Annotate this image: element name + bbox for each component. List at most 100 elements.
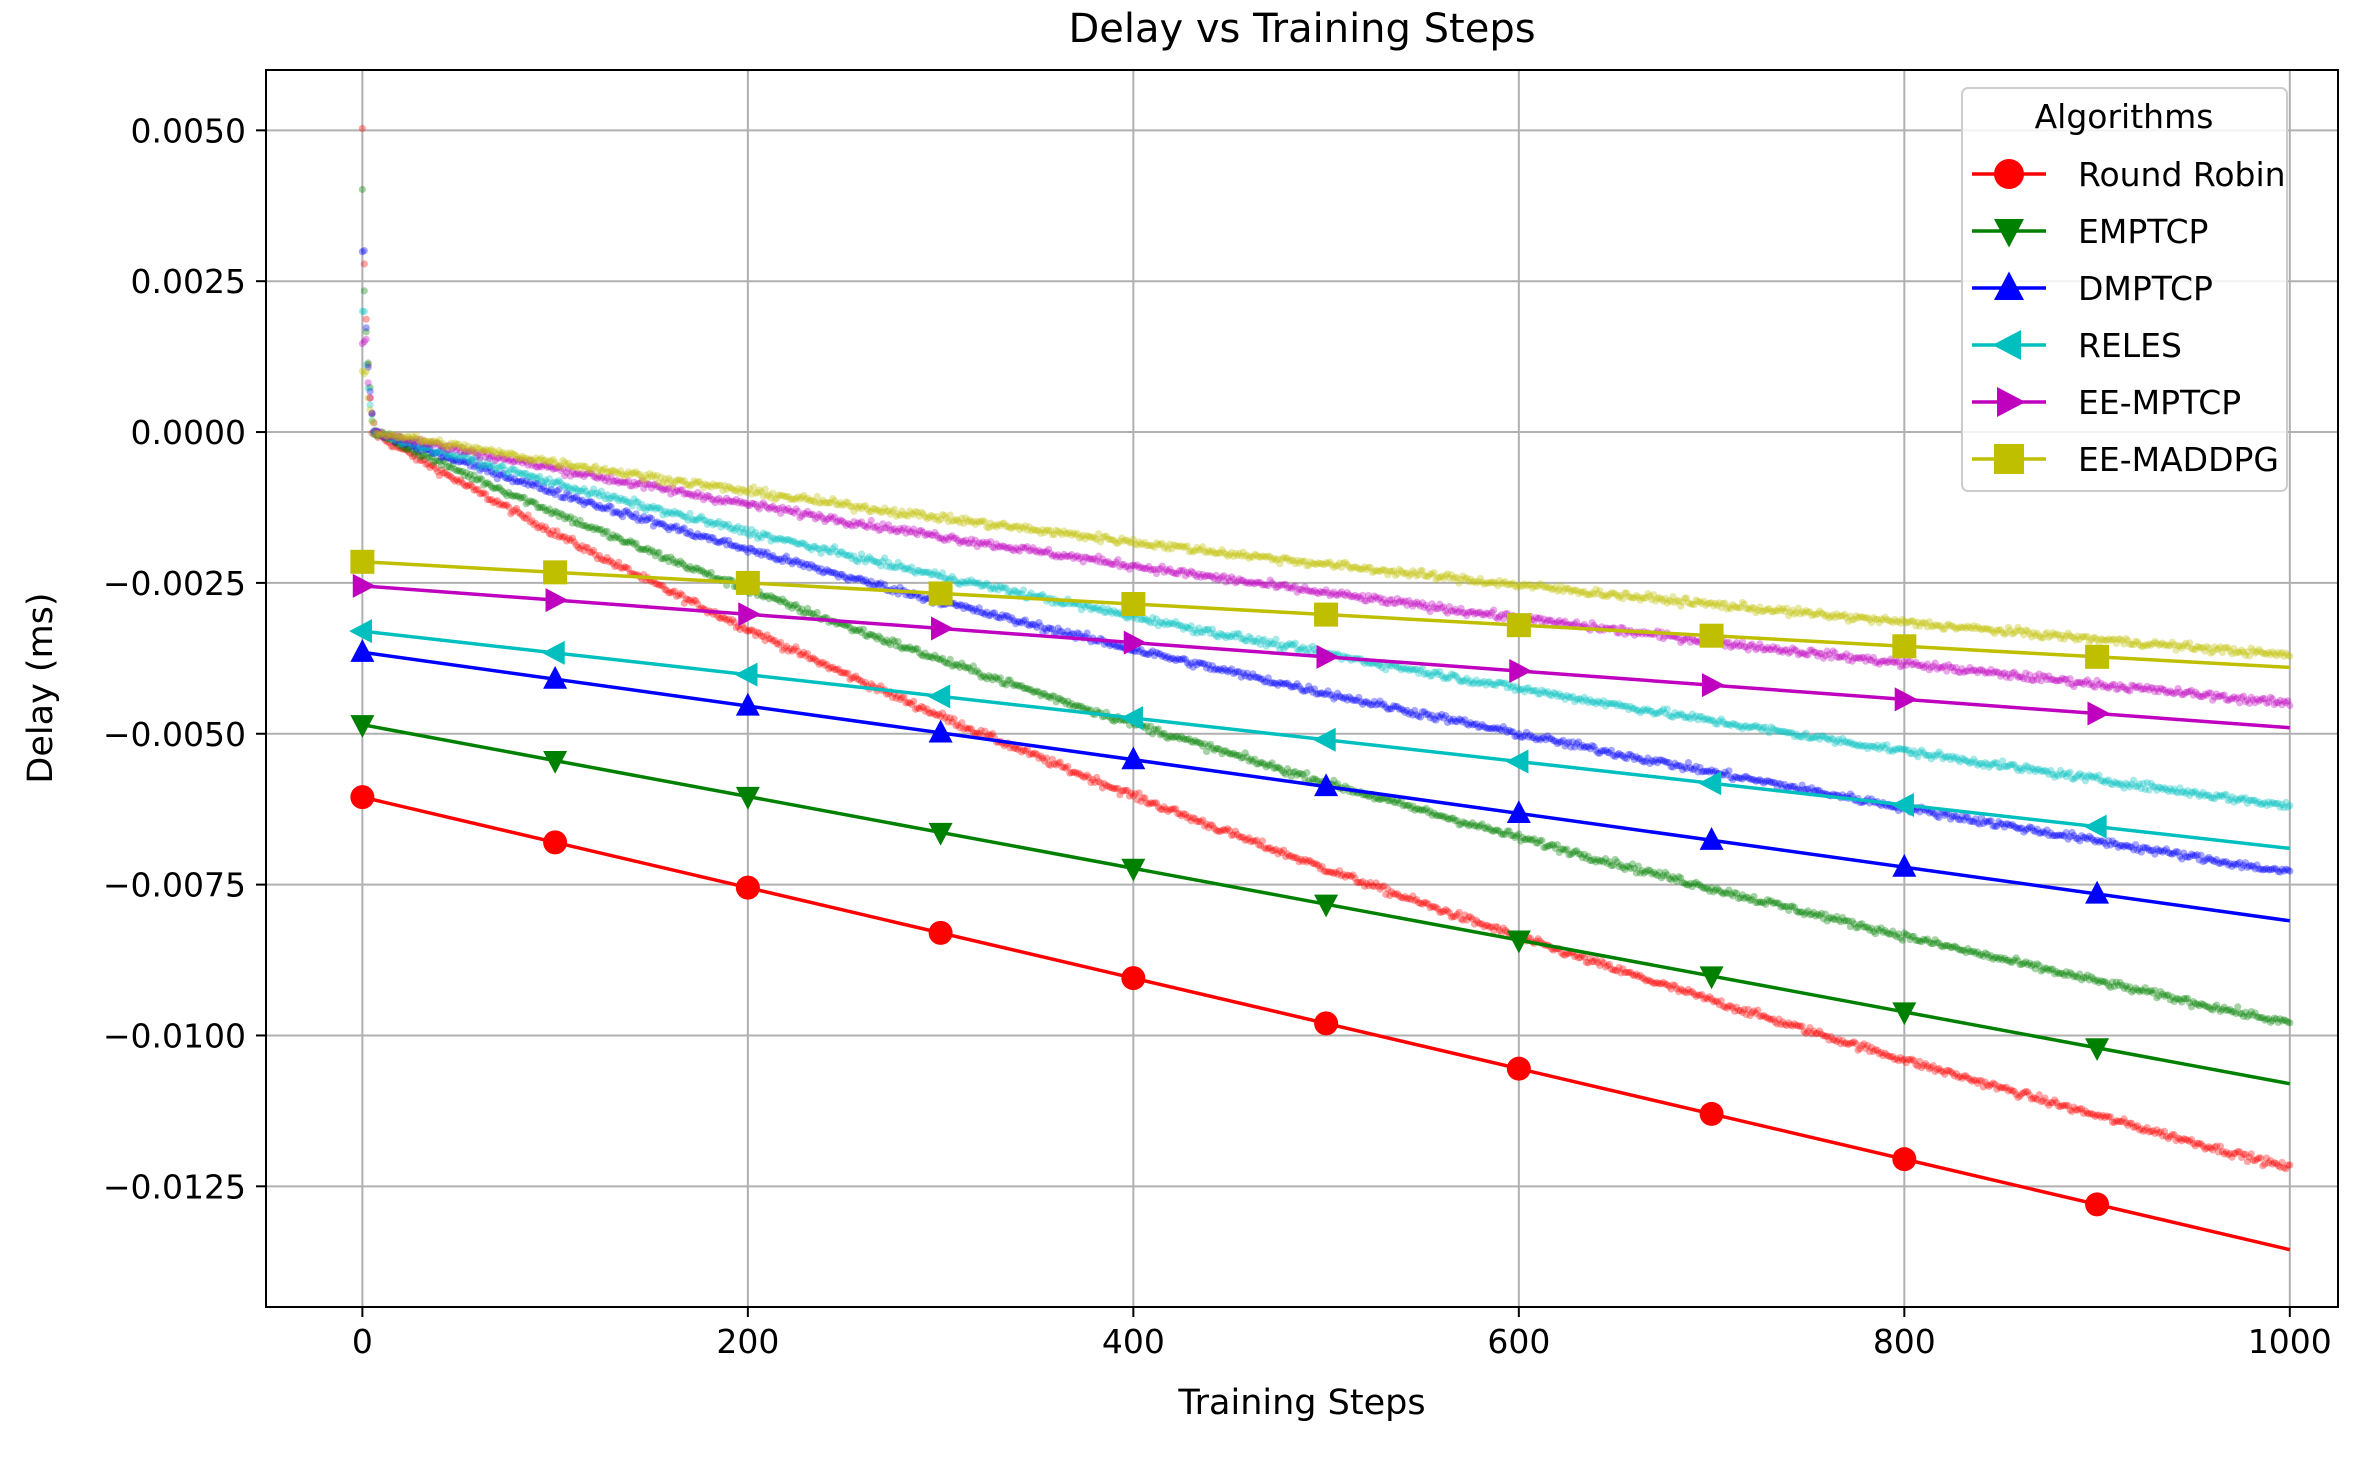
raw-point xyxy=(925,709,933,717)
raw-point xyxy=(1204,824,1213,832)
raw-point xyxy=(1696,991,1704,999)
raw-point xyxy=(1675,988,1683,996)
raw-point xyxy=(1638,974,1646,982)
raw-point xyxy=(362,324,370,332)
raw-point xyxy=(1179,810,1188,818)
raw-point xyxy=(1303,858,1311,866)
raw-point xyxy=(1723,1004,1731,1012)
raw-point xyxy=(800,648,808,656)
raw-point xyxy=(1623,968,1631,977)
raw-point xyxy=(969,729,977,737)
raw-point xyxy=(694,600,702,608)
raw-point xyxy=(1355,879,1363,887)
raw-point xyxy=(977,726,985,734)
raw-point xyxy=(528,516,536,525)
raw-point xyxy=(358,185,366,194)
raw-point xyxy=(647,578,656,586)
raw-point xyxy=(1380,882,1388,890)
raw-point xyxy=(443,471,451,479)
raw-point xyxy=(624,565,632,573)
raw-point xyxy=(1073,770,1082,778)
raw-point xyxy=(460,481,469,489)
raw-point xyxy=(684,595,692,604)
raw-point xyxy=(1328,868,1336,877)
raw-point xyxy=(906,699,914,707)
raw-point xyxy=(911,705,920,713)
raw-point xyxy=(518,512,526,520)
raw-point xyxy=(609,559,617,567)
raw-point xyxy=(1465,913,1473,921)
raw-point xyxy=(1147,799,1155,807)
raw-point xyxy=(780,644,789,652)
raw-point xyxy=(1499,924,1508,932)
raw-point xyxy=(514,508,523,517)
raw-point xyxy=(414,450,422,458)
raw-point xyxy=(422,460,430,468)
raw-point xyxy=(389,443,397,451)
raw-point xyxy=(1422,899,1430,907)
raw-point xyxy=(1752,1009,1760,1017)
raw-point xyxy=(1457,915,1465,923)
raw-point xyxy=(495,501,503,509)
raw-point xyxy=(522,514,530,522)
raw-point xyxy=(950,715,958,723)
raw-point xyxy=(1659,978,1667,986)
raw-point xyxy=(487,495,496,504)
raw-point xyxy=(547,530,555,539)
raw-point xyxy=(782,642,791,650)
raw-point xyxy=(1673,985,1681,993)
raw-point xyxy=(1490,927,1498,935)
raw-point xyxy=(1324,868,1332,876)
raw-point xyxy=(672,592,681,600)
raw-point xyxy=(1210,824,1218,832)
raw-point xyxy=(1711,997,1720,1005)
raw-point xyxy=(1122,786,1130,795)
raw-point xyxy=(761,636,769,645)
raw-point xyxy=(1239,833,1247,841)
raw-point xyxy=(1083,771,1091,779)
raw-point xyxy=(1680,988,1689,996)
raw-point xyxy=(1760,1011,1768,1020)
raw-point xyxy=(588,548,596,556)
raw-point xyxy=(1102,782,1110,790)
raw-point xyxy=(455,478,463,486)
raw-point xyxy=(1191,815,1199,823)
raw-point xyxy=(403,446,411,454)
raw-point xyxy=(1014,745,1022,753)
raw-point xyxy=(445,472,453,480)
raw-point xyxy=(942,713,950,721)
raw-point xyxy=(1715,1001,1723,1009)
raw-point xyxy=(1492,922,1500,931)
raw-point xyxy=(786,645,794,653)
raw-point xyxy=(1297,855,1305,864)
raw-point xyxy=(1600,959,1608,967)
raw-point xyxy=(1335,867,1344,875)
raw-point xyxy=(1291,853,1299,861)
raw-point xyxy=(1628,971,1637,979)
raw-point xyxy=(1584,959,1592,967)
raw-point xyxy=(1627,968,1635,976)
raw-point xyxy=(509,508,517,516)
raw-point xyxy=(981,727,989,735)
raw-point xyxy=(1374,882,1382,890)
raw-point xyxy=(1326,868,1334,876)
raw-point xyxy=(1309,859,1317,867)
raw-point xyxy=(1056,758,1064,766)
raw-point xyxy=(1625,968,1633,977)
raw-point xyxy=(493,497,501,505)
raw-point xyxy=(507,510,515,518)
raw-point xyxy=(676,589,685,598)
raw-point xyxy=(478,489,486,497)
raw-point xyxy=(1137,797,1145,805)
raw-point xyxy=(1168,805,1176,813)
raw-point xyxy=(603,553,611,562)
raw-point xyxy=(613,561,621,570)
raw-point xyxy=(1201,822,1209,830)
raw-point xyxy=(1282,853,1290,861)
raw-point xyxy=(989,729,997,738)
raw-point xyxy=(923,705,931,713)
raw-point xyxy=(1436,908,1444,916)
grid xyxy=(266,70,2338,1307)
raw-point xyxy=(1141,794,1149,802)
raw-point xyxy=(1642,977,1650,985)
